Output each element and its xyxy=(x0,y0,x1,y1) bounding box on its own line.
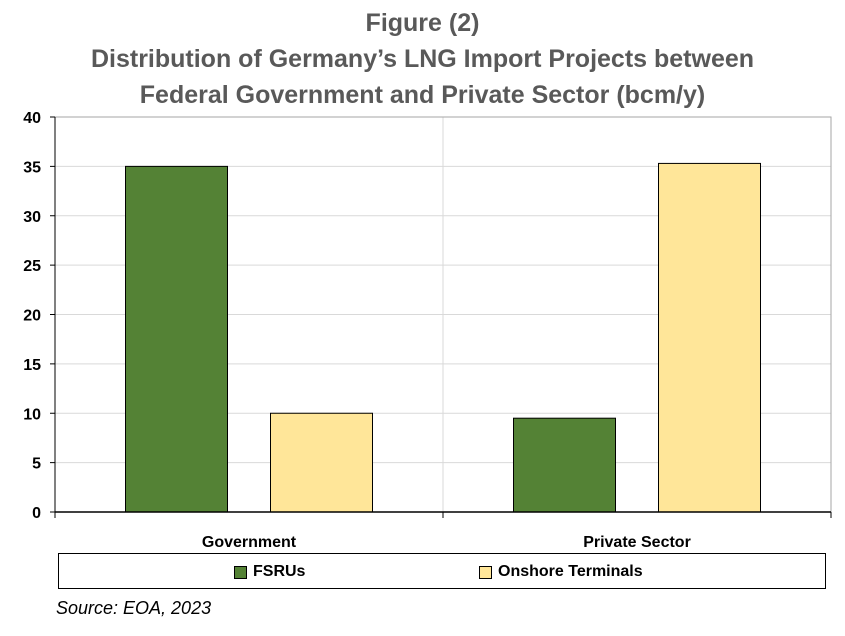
y-tick-label-3: 15 xyxy=(23,357,41,374)
chart-title-line-1: Figure (2) xyxy=(365,9,480,37)
chart-title-line-2: Distribution of Germany’s LNG Import Pro… xyxy=(90,45,755,73)
legend-swatch-onshore-terminals xyxy=(479,565,492,579)
y-tick-label-6: 30 xyxy=(23,209,41,226)
bar-fsrus-government xyxy=(125,165,228,513)
chart-legend: FSRUs Onshore Terminals xyxy=(58,553,826,589)
bar-onshore-terminals-private-sector xyxy=(658,162,761,513)
y-tick-label-5: 25 xyxy=(23,258,41,275)
legend-swatch-fsrus xyxy=(234,565,247,579)
x-tick-label-private-sector: Private Sector xyxy=(583,534,691,551)
legend-item-fsrus: FSRUs xyxy=(234,563,305,581)
legend-label-onshore-terminals: Onshore Terminals xyxy=(498,563,643,580)
bar-fsrus-private-sector xyxy=(513,417,616,513)
y-tick-label-8: 40 xyxy=(23,110,41,127)
y-tick-label-4: 20 xyxy=(23,308,41,325)
source-note: Source: EOA, 2023 xyxy=(56,598,212,618)
y-tick-label-2: 10 xyxy=(23,406,41,423)
y-tick-label-0: 0 xyxy=(32,505,41,522)
chart-title-line-3: Federal Government and Private Sector (b… xyxy=(139,81,706,109)
y-tick-label-1: 5 xyxy=(32,456,41,473)
legend-label-fsrus: FSRUs xyxy=(253,563,306,580)
legend-item-onshore-terminals: Onshore Terminals xyxy=(479,563,643,581)
x-tick-label-government: Government xyxy=(202,534,297,551)
bar-onshore-terminals-government xyxy=(270,412,373,513)
y-tick-label-7: 35 xyxy=(23,159,41,176)
